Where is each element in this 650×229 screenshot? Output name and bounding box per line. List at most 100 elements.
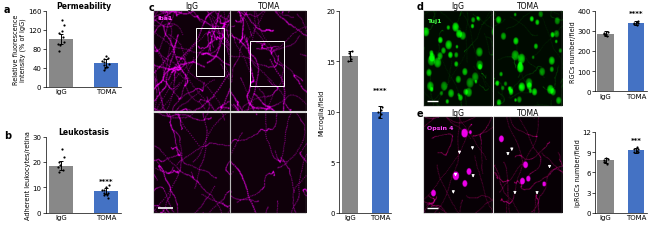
Point: [602, 35, 612, 38]
Text: Opsin 4: Opsin 4: [426, 125, 453, 131]
Point: [632, 149, 642, 153]
Bar: [94, 191, 118, 213]
Text: ****: ****: [99, 178, 113, 184]
Point: [600, 161, 610, 164]
Bar: [196, 28, 224, 76]
Point: [602, 163, 612, 166]
Point: [377, 105, 387, 109]
Y-axis label: Adherent leukocytes/retina: Adherent leukocytes/retina: [25, 131, 31, 219]
Bar: [250, 41, 284, 86]
Title: IgG: IgG: [185, 2, 198, 11]
Title: IgG: IgG: [452, 2, 465, 11]
Title: TOMA: TOMA: [257, 2, 280, 11]
Point: [629, 23, 639, 26]
Title: Leukostasis: Leukostasis: [58, 127, 109, 136]
Point: [59, 41, 70, 44]
Point: [53, 33, 64, 36]
Point: [629, 151, 639, 154]
Point: [98, 194, 109, 197]
Bar: [628, 24, 644, 92]
Bar: [94, 64, 118, 87]
Point: [103, 191, 114, 194]
Point: [100, 67, 110, 70]
Point: [345, 55, 356, 59]
Point: [600, 34, 610, 38]
Point: [55, 44, 66, 47]
Point: [603, 157, 613, 161]
Text: ****: ****: [373, 88, 387, 94]
Point: [374, 115, 384, 119]
Text: ****: ****: [629, 11, 644, 17]
Text: Tuj1: Tuj1: [426, 19, 441, 24]
Point: [629, 22, 639, 25]
Point: [631, 145, 642, 149]
Point: [603, 31, 613, 34]
Point: [53, 50, 64, 54]
Text: Iba1: Iba1: [157, 15, 173, 20]
Point: [599, 159, 609, 162]
Point: [601, 157, 612, 160]
Point: [53, 43, 63, 46]
Point: [103, 57, 113, 61]
Point: [346, 58, 356, 62]
Point: [632, 20, 643, 23]
Point: [343, 60, 354, 64]
Point: [57, 30, 67, 33]
Point: [599, 32, 609, 35]
Y-axis label: Relative fluorescence
intensity (% of IgG): Relative fluorescence intensity (% of Ig…: [13, 14, 27, 85]
Text: d: d: [417, 2, 424, 12]
Point: [344, 52, 354, 56]
Y-axis label: ipRGCs number/field: ipRGCs number/field: [575, 139, 580, 207]
Point: [101, 55, 111, 58]
Point: [57, 19, 67, 23]
Point: [631, 24, 642, 27]
Text: c: c: [148, 3, 154, 14]
Point: [633, 22, 644, 26]
Title: TOMA: TOMA: [517, 108, 539, 117]
Point: [347, 50, 358, 54]
Text: ***: ***: [630, 137, 642, 143]
Point: [599, 33, 609, 37]
Point: [98, 61, 109, 65]
Point: [58, 24, 69, 27]
Point: [98, 188, 109, 192]
Text: b: b: [4, 131, 11, 141]
Point: [101, 186, 112, 189]
Point: [58, 36, 68, 39]
Point: [97, 60, 107, 63]
Point: [99, 69, 109, 73]
Bar: [628, 150, 644, 213]
Title: Permeability: Permeability: [56, 2, 111, 11]
Point: [103, 196, 113, 200]
Point: [632, 21, 642, 24]
Point: [99, 64, 110, 68]
Bar: [372, 112, 389, 213]
Point: [99, 191, 109, 194]
Point: [102, 194, 112, 197]
Title: TOMA: TOMA: [517, 2, 539, 11]
Point: [58, 168, 68, 172]
Text: e: e: [417, 108, 424, 118]
Bar: [341, 57, 358, 213]
Bar: [597, 161, 614, 213]
Point: [376, 112, 386, 116]
Point: [599, 160, 609, 164]
Text: a: a: [4, 5, 10, 15]
Point: [97, 188, 107, 192]
Point: [102, 66, 112, 69]
Point: [632, 147, 643, 151]
Point: [104, 183, 114, 187]
Point: [53, 171, 64, 174]
Point: [633, 150, 644, 154]
Point: [53, 166, 63, 169]
Point: [59, 155, 70, 159]
Point: [601, 33, 612, 36]
Point: [57, 148, 67, 151]
Bar: [49, 166, 73, 213]
Bar: [597, 35, 614, 92]
Bar: [49, 40, 73, 87]
Point: [98, 58, 109, 62]
Point: [376, 108, 387, 112]
Point: [104, 63, 114, 66]
Y-axis label: RGCs number/field: RGCs number/field: [570, 21, 576, 82]
